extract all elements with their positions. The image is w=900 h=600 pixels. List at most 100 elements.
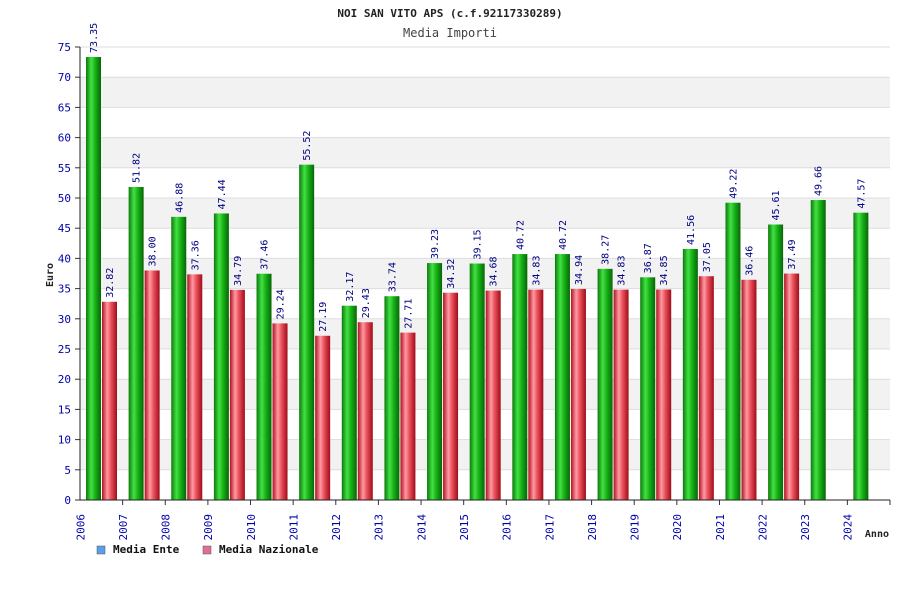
grid-band bbox=[80, 77, 890, 108]
y-tick-label: 10 bbox=[58, 434, 71, 447]
value-label: 34.83 bbox=[617, 256, 628, 286]
bar-media-ente bbox=[213, 213, 229, 500]
x-tick-label: 2015 bbox=[458, 514, 471, 541]
x-tick-label: 2010 bbox=[245, 514, 258, 541]
value-label: 37.46 bbox=[260, 240, 271, 270]
grid-band bbox=[80, 107, 890, 138]
x-axis-label: Anno bbox=[865, 529, 889, 540]
bar-media-nazionale bbox=[741, 279, 757, 500]
bar-media-ente bbox=[810, 200, 826, 501]
x-tick-label: 2008 bbox=[160, 514, 173, 541]
value-label: 34.94 bbox=[574, 255, 585, 285]
bar-media-ente bbox=[768, 224, 784, 500]
bar-media-ente bbox=[86, 56, 101, 500]
y-axis-label: Euro bbox=[45, 263, 56, 287]
value-label: 36.87 bbox=[643, 243, 654, 273]
grid-band bbox=[80, 137, 890, 168]
value-label: 55.52 bbox=[302, 131, 313, 161]
bar-media-ente bbox=[554, 254, 570, 500]
bar-media-nazionale bbox=[144, 270, 160, 500]
x-tick-label: 2007 bbox=[117, 514, 130, 541]
y-tick-label: 25 bbox=[58, 343, 71, 356]
value-label: 39.15 bbox=[473, 229, 484, 259]
value-label: 47.44 bbox=[217, 179, 228, 209]
value-label: 49.66 bbox=[814, 166, 825, 196]
value-labels: 73.35 32.82 51.82 38.00 46.88 37.36 47.44 34.79… bbox=[89, 23, 867, 332]
value-label: 38.27 bbox=[601, 235, 612, 265]
value-label: 45.61 bbox=[771, 190, 782, 220]
x-tick-label: 2017 bbox=[543, 514, 556, 541]
x-tick-label: 2012 bbox=[330, 514, 343, 541]
bar-media-nazionale bbox=[485, 290, 501, 500]
legend: Media Ente Media Nazionale bbox=[96, 543, 319, 556]
value-label: 34.85 bbox=[659, 255, 670, 285]
bar-media-nazionale bbox=[315, 335, 331, 500]
x-tick-label: 2011 bbox=[287, 514, 300, 541]
chart-subtitle: Media Importi bbox=[403, 26, 497, 40]
bar-media-ente bbox=[512, 254, 528, 500]
y-tick-label: 60 bbox=[58, 132, 71, 145]
y-tick-label: 70 bbox=[58, 71, 71, 84]
value-label: 37.49 bbox=[787, 239, 798, 269]
value-label: 46.88 bbox=[174, 183, 185, 213]
bar-media-nazionale bbox=[357, 322, 373, 500]
value-label: 32.17 bbox=[345, 272, 356, 302]
legend-label-media-nazionale: Media Nazionale bbox=[219, 543, 319, 556]
value-label: 34.32 bbox=[446, 259, 457, 289]
bar-media-nazionale bbox=[570, 288, 586, 500]
grid-band bbox=[80, 198, 890, 229]
bar-media-ente bbox=[853, 212, 869, 501]
y-tick-label: 20 bbox=[58, 373, 71, 386]
bar-media-ente bbox=[256, 273, 272, 500]
legend-swatch-media-ente bbox=[96, 545, 106, 555]
bar-media-ente bbox=[341, 305, 357, 500]
bar-media-nazionale bbox=[698, 276, 714, 500]
x-tick-label: 2024 bbox=[842, 514, 855, 541]
bar-media-nazionale bbox=[229, 289, 245, 500]
x-tick-labels: 2006 2007 2008 2009 2010 2011 2012 2013 2014 2015… bbox=[74, 514, 854, 541]
y-tick-label: 65 bbox=[58, 101, 71, 114]
grid-band bbox=[80, 47, 890, 78]
y-tick-label: 0 bbox=[64, 494, 71, 507]
y-tick-labels: 0 5 10 15 20 25 30 35 40 45 50 55 60 65 70 75 bbox=[58, 41, 71, 507]
legend-label-media-ente: Media Ente bbox=[113, 543, 180, 556]
value-label: 73.35 bbox=[89, 23, 100, 53]
bar-media-nazionale bbox=[443, 292, 459, 500]
bar-media-nazionale bbox=[528, 289, 544, 500]
value-label: 37.05 bbox=[702, 242, 713, 272]
x-tick-label: 2021 bbox=[714, 514, 727, 541]
bar-media-ente bbox=[384, 296, 400, 500]
y-tick-label: 75 bbox=[58, 41, 71, 54]
value-label: 27.71 bbox=[403, 299, 414, 329]
y-tick-label: 50 bbox=[58, 192, 71, 205]
x-tick-label: 2023 bbox=[799, 514, 812, 541]
y-tick-label: 30 bbox=[58, 313, 71, 326]
bars bbox=[86, 56, 869, 501]
bar-media-ente bbox=[725, 202, 741, 501]
bar-media-nazionale bbox=[102, 301, 117, 500]
grid-band bbox=[80, 167, 890, 198]
value-label: 29.43 bbox=[361, 288, 372, 318]
value-label: 51.82 bbox=[132, 153, 143, 183]
x-tick-label: 2014 bbox=[415, 514, 428, 541]
x-tick-label: 2009 bbox=[202, 514, 215, 541]
value-label: 33.74 bbox=[387, 262, 398, 292]
value-label: 47.57 bbox=[856, 179, 867, 209]
value-label: 27.19 bbox=[318, 302, 329, 332]
y-tick-label: 45 bbox=[58, 222, 71, 235]
bar-media-nazionale bbox=[187, 274, 203, 500]
x-tick-label: 2013 bbox=[373, 514, 386, 541]
bar-media-nazionale bbox=[784, 273, 800, 500]
y-tick-label: 55 bbox=[58, 162, 71, 175]
bar-media-nazionale bbox=[613, 289, 629, 500]
chart-title: NOI SAN VITO APS (c.f.92117330289) bbox=[337, 7, 562, 20]
y-tick-label: 5 bbox=[64, 464, 71, 477]
value-label: 32.82 bbox=[105, 268, 116, 298]
y-tick-label: 35 bbox=[58, 283, 71, 296]
x-tick-label: 2022 bbox=[756, 514, 769, 541]
value-label: 40.72 bbox=[515, 220, 526, 250]
value-label: 34.68 bbox=[489, 256, 500, 286]
bar-media-ente bbox=[597, 268, 613, 500]
bar-media-ente bbox=[682, 248, 698, 500]
